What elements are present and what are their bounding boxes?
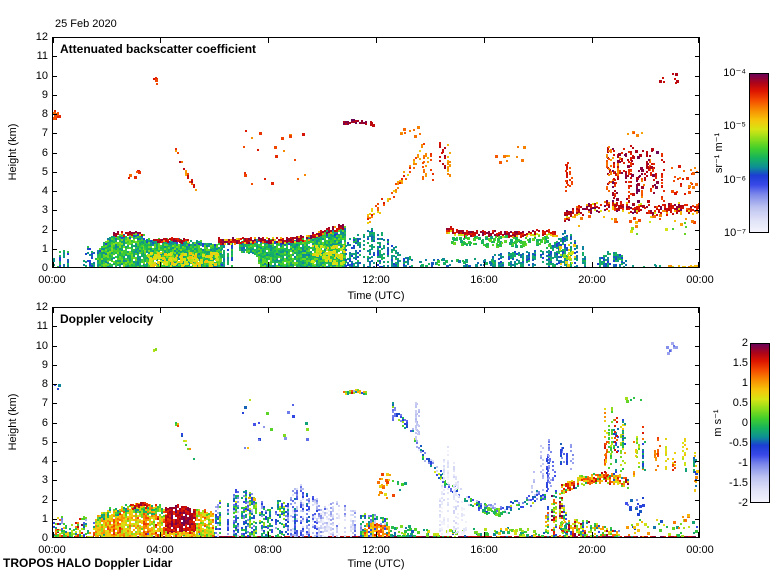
x-tick-label: 00:00 bbox=[38, 274, 66, 286]
y-tick-label: 4 bbox=[41, 185, 48, 197]
backscatter-units-label: sr⁻¹ m⁻¹ bbox=[713, 132, 725, 174]
y-tick-label: 2 bbox=[41, 223, 48, 236]
colorbar-tick-label: 10⁻⁶ bbox=[723, 173, 746, 186]
x-tick-label: 16:00 bbox=[470, 544, 498, 556]
colorbar-tick-label: 10⁻⁷ bbox=[723, 227, 746, 239]
x-tick-label: 16:00 bbox=[470, 274, 498, 286]
y-tick-label: 12 bbox=[35, 31, 48, 43]
x-tick-label: 20:00 bbox=[578, 274, 606, 286]
y-tick-label: 6 bbox=[41, 416, 48, 429]
y-tick-label: 3 bbox=[41, 204, 48, 217]
credit-label: TROPOS HALO Doppler Lidar bbox=[3, 556, 173, 570]
y-tick-label: 7 bbox=[41, 127, 48, 140]
velocity-colorbar bbox=[750, 343, 770, 503]
x-tick-label: 04:00 bbox=[146, 274, 174, 286]
backscatter-heatmap-canvas bbox=[52, 37, 700, 268]
time-axis-label-top: Time (UTC) bbox=[347, 290, 405, 302]
colorbar-tick-label: 2 bbox=[741, 337, 748, 349]
y-tick-label: 5 bbox=[41, 435, 48, 448]
y-tick-label: 0 bbox=[41, 262, 48, 274]
x-tick-label: 00:00 bbox=[686, 274, 714, 286]
y-tick-label: 9 bbox=[41, 88, 48, 101]
date-label: 25 Feb 2020 bbox=[55, 18, 117, 30]
y-tick-label: 12 bbox=[35, 301, 48, 313]
x-tick-label: 12:00 bbox=[362, 544, 390, 556]
colorbar-tick-label: -1.5 bbox=[729, 477, 748, 489]
y-tick-label: 7 bbox=[41, 397, 48, 410]
y-tick-label: 8 bbox=[41, 378, 48, 390]
colorbar-tick-label: -0.5 bbox=[729, 437, 748, 449]
x-tick-label: 08:00 bbox=[254, 274, 282, 286]
y-tick-label: 2 bbox=[41, 493, 48, 506]
panel-title-velocity: Doppler velocity bbox=[60, 312, 154, 326]
colorbar-tick-label: 10⁻⁴ bbox=[723, 67, 746, 79]
colorbar-tick-label: 1 bbox=[741, 377, 748, 389]
colorbar-tick-label: 1.5 bbox=[732, 357, 748, 369]
colorbar-tick-label: -1 bbox=[738, 457, 748, 469]
y-tick-label: 6 bbox=[41, 146, 48, 159]
y-tick-label: 9 bbox=[41, 358, 48, 371]
y-tick-label: 3 bbox=[41, 474, 48, 487]
y-tick-label: 1 bbox=[41, 242, 48, 255]
y-tick-label: 11 bbox=[36, 50, 48, 63]
velocity-heatmap-canvas bbox=[52, 307, 700, 538]
x-tick-label: 00:00 bbox=[686, 544, 714, 556]
y-tick-label: 10 bbox=[35, 339, 48, 352]
x-tick-label: 00:00 bbox=[38, 544, 66, 556]
colorbar-tick-label: -2 bbox=[738, 497, 748, 509]
x-tick-label: 08:00 bbox=[254, 544, 282, 556]
y-tick-label: 1 bbox=[41, 512, 48, 525]
y-tick-label: 10 bbox=[35, 69, 48, 82]
y-tick-label: 5 bbox=[41, 165, 48, 178]
colorbar-tick-label: 10⁻⁵ bbox=[723, 120, 746, 133]
x-tick-label: 20:00 bbox=[578, 544, 606, 556]
y-tick-label: 11 bbox=[36, 320, 48, 333]
backscatter-colorbar bbox=[749, 73, 769, 233]
time-axis-label-bottom: Time (UTC) bbox=[347, 558, 405, 570]
colorbar-tick-label: 0.5 bbox=[732, 397, 748, 409]
colorbar-tick-label: 0 bbox=[741, 417, 748, 429]
y-tick-label: 8 bbox=[41, 108, 48, 120]
y-tick-label: 0 bbox=[41, 532, 48, 544]
x-tick-label: 04:00 bbox=[146, 544, 174, 556]
x-tick-label: 12:00 bbox=[362, 274, 390, 286]
panel-title-backscatter: Attenuated backscatter coefficient bbox=[60, 42, 257, 56]
y-tick-label: 4 bbox=[41, 455, 48, 467]
